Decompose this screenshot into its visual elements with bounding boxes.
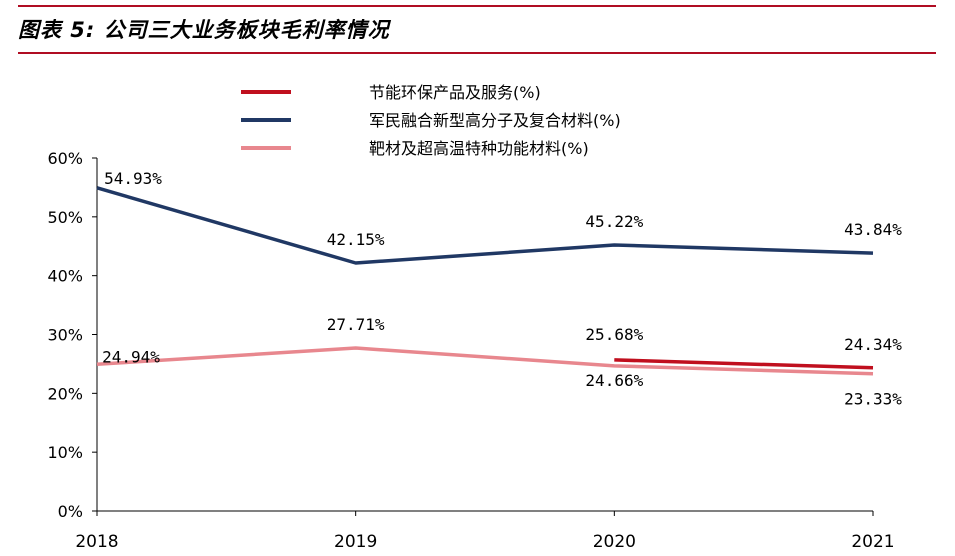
top-rule bbox=[18, 5, 936, 7]
data-label: 25.68% bbox=[585, 325, 643, 344]
y-tick-label: 10% bbox=[47, 443, 83, 462]
series-line-1 bbox=[96, 186, 874, 265]
x-tick-label: 2019 bbox=[334, 532, 377, 552]
data-label: 43.84% bbox=[844, 220, 902, 239]
y-tick-label: 20% bbox=[47, 384, 83, 403]
data-label: 27.71% bbox=[327, 315, 385, 334]
figure-header: 图表 5: 公司三大业务板块毛利率情况 bbox=[0, 0, 955, 56]
data-labels: 25.68% 24.34% 54.93% 42.15% 45.22% 43.84% 24.9… bbox=[102, 169, 902, 409]
y-tick-label: 0% bbox=[58, 502, 83, 521]
y-tick-label: 40% bbox=[47, 267, 83, 286]
figure-title: 图表 5: 公司三大业务板块毛利率情况 bbox=[18, 18, 390, 42]
data-label: 23.33% bbox=[844, 390, 902, 409]
chart-axes: 0% 10% 20% 30% 40% 50% 60% 2018 2019 2020 2021 bbox=[47, 149, 894, 552]
x-tick-label: 2020 bbox=[593, 532, 636, 552]
data-label: 24.94% bbox=[102, 347, 160, 366]
y-tick-label: 50% bbox=[47, 208, 83, 227]
chart-legend: 节能环保产品及服务(%) 军民融合新型高分子及复合材料(%) 靶材及超高温特种功能材… bbox=[241, 83, 621, 158]
series-line-0 bbox=[614, 358, 874, 370]
x-tick-label: 2021 bbox=[851, 532, 894, 552]
title-rule bbox=[18, 52, 936, 54]
legend-label-0: 节能环保产品及服务(%) bbox=[369, 83, 541, 102]
x-tick-label: 2018 bbox=[75, 532, 118, 552]
data-label: 42.15% bbox=[327, 230, 385, 249]
series-layer bbox=[96, 186, 874, 376]
y-tick-label: 30% bbox=[47, 326, 83, 345]
y-tick-label: 60% bbox=[47, 149, 83, 168]
legend-label-2: 靶材及超高温特种功能材料(%) bbox=[369, 139, 589, 158]
data-label: 45.22% bbox=[585, 212, 643, 231]
data-label: 54.93% bbox=[104, 169, 162, 188]
data-label: 24.66% bbox=[585, 371, 643, 390]
legend-label-1: 军民融合新型高分子及复合材料(%) bbox=[369, 111, 621, 130]
series-line-2 bbox=[96, 346, 874, 376]
data-label: 24.34% bbox=[844, 335, 902, 354]
